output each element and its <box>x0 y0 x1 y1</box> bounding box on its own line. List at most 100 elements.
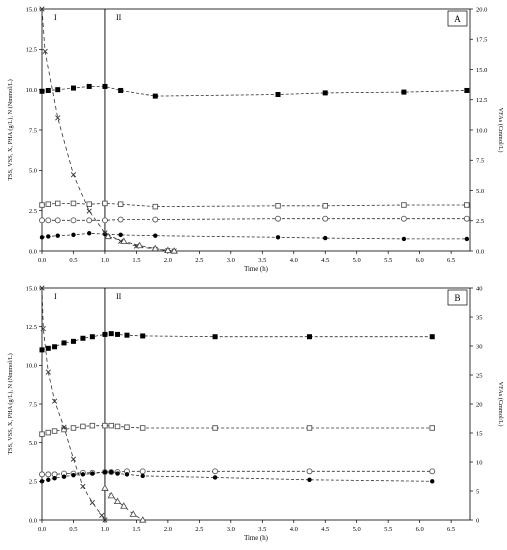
marker-cross <box>55 115 61 121</box>
panel-label-text: A <box>454 14 461 24</box>
marker-filled-square <box>212 334 218 340</box>
marker-open-square <box>275 203 281 209</box>
marker-filled-circle <box>52 476 57 481</box>
panel-label-box <box>447 289 468 306</box>
series-open-triangle <box>101 484 147 523</box>
marker-cross <box>40 325 46 332</box>
marker-filled-circle <box>464 236 470 242</box>
plot-frame <box>41 8 471 252</box>
marker-filled-square <box>140 333 146 339</box>
marker-cross <box>39 285 45 291</box>
x-tick-label: 4.5 <box>321 257 329 264</box>
marker-open-triangle <box>129 510 137 517</box>
marker-filled-circle <box>90 471 95 476</box>
series-open-triangle <box>104 232 178 254</box>
y-tick-label: 5.0 <box>29 168 37 175</box>
y2-tick-label: 5.0 <box>476 188 484 195</box>
marker-open-triangle <box>101 484 109 491</box>
y2-tick-label: 2.5 <box>476 218 484 225</box>
marker-filled-circle <box>39 235 45 240</box>
marker-open-square <box>70 425 77 431</box>
marker-open-square <box>102 422 108 429</box>
marker-open-square <box>54 200 61 207</box>
marker-open-circle <box>45 471 52 478</box>
y-tick-label: 10.0 <box>26 87 37 94</box>
series-line <box>41 8 175 252</box>
marker-filled-square <box>401 89 407 95</box>
marker-open-square <box>306 425 313 431</box>
series-line <box>41 425 433 435</box>
y2-tick-label: 15 <box>476 430 483 437</box>
y-axis-label: TSS, VSS, X, PHA (g/L), N (Nmmol/L) <box>7 79 14 180</box>
x-tick-label: 2.5 <box>195 257 203 264</box>
panel-label-text: B <box>454 293 460 303</box>
marker-cross <box>80 483 86 489</box>
marker-filled-square <box>52 344 58 350</box>
y2-tick-label: 0 <box>476 517 479 524</box>
marker-filled-square <box>115 331 121 337</box>
marker-open-triangle <box>164 246 172 253</box>
marker-open-square <box>152 203 159 210</box>
y-tick-label: 7.5 <box>29 401 37 408</box>
marker-filled-square <box>307 334 312 340</box>
y2-tick-label: 7.5 <box>476 158 484 165</box>
series-line <box>41 202 467 208</box>
marker-filled-circle <box>71 472 76 478</box>
marker-filled-circle <box>275 235 281 240</box>
x-axis-label: Time (h) <box>244 266 268 273</box>
x-tick-label: 1.0 <box>101 526 109 533</box>
y2-tick-label: 20.0 <box>476 6 487 13</box>
series-filled-circle <box>39 231 470 242</box>
y-tick-label: 2.5 <box>29 208 37 215</box>
marker-filled-square <box>124 332 130 338</box>
y-tick-label: 5.0 <box>29 440 37 447</box>
marker-open-square <box>45 429 52 436</box>
series-cross <box>39 6 177 254</box>
y-tick-label: 0.0 <box>29 248 37 255</box>
y2-axis-label: VFAs (Cmmol/L) <box>497 382 504 427</box>
marker-open-circle <box>275 215 281 222</box>
series-open-square <box>39 422 435 437</box>
y2-tick-label: 17.5 <box>476 37 487 44</box>
marker-filled-circle <box>323 235 328 241</box>
series-open-circle <box>39 215 470 224</box>
x-tick-label: 2.5 <box>195 526 203 533</box>
marker-open-circle <box>45 217 52 224</box>
marker-cross <box>61 424 67 430</box>
x-tick-label: 4.5 <box>321 526 329 533</box>
series-filled-circle <box>39 469 435 484</box>
marker-filled-circle <box>430 479 435 484</box>
marker-open-square <box>39 202 45 208</box>
marker-filled-square <box>275 92 281 98</box>
marker-filled-circle <box>118 232 123 238</box>
marker-open-circle <box>54 217 61 224</box>
marker-filled-square <box>61 340 67 346</box>
marker-filled-circle <box>212 475 218 480</box>
marker-filled-square <box>152 93 158 99</box>
marker-open-square <box>322 203 328 209</box>
marker-open-triangle <box>170 247 178 254</box>
series-line <box>107 236 175 252</box>
marker-filled-circle <box>87 231 92 236</box>
marker-open-circle <box>306 468 313 475</box>
series-line <box>42 218 467 221</box>
y-tick-label: 15.0 <box>26 6 37 13</box>
marker-open-circle <box>322 215 329 222</box>
panel-label-box <box>447 10 468 27</box>
x-tick-label: 5.0 <box>353 257 361 264</box>
marker-filled-square <box>86 83 92 89</box>
x-tick-label: 6.0 <box>416 526 424 533</box>
marker-open-square <box>89 422 96 429</box>
x-tick-label: 3.0 <box>227 257 235 264</box>
marker-open-square <box>212 425 218 431</box>
x-tick-label: 3.5 <box>258 257 266 264</box>
marker-filled-circle <box>109 469 114 475</box>
marker-filled-square <box>45 345 51 351</box>
marker-filled-square <box>118 87 124 93</box>
marker-filled-circle <box>153 233 158 238</box>
phase-label-ii: II <box>116 13 122 22</box>
marker-filled-circle <box>115 471 120 476</box>
marker-open-square <box>464 202 470 208</box>
marker-filled-circle <box>39 479 45 484</box>
